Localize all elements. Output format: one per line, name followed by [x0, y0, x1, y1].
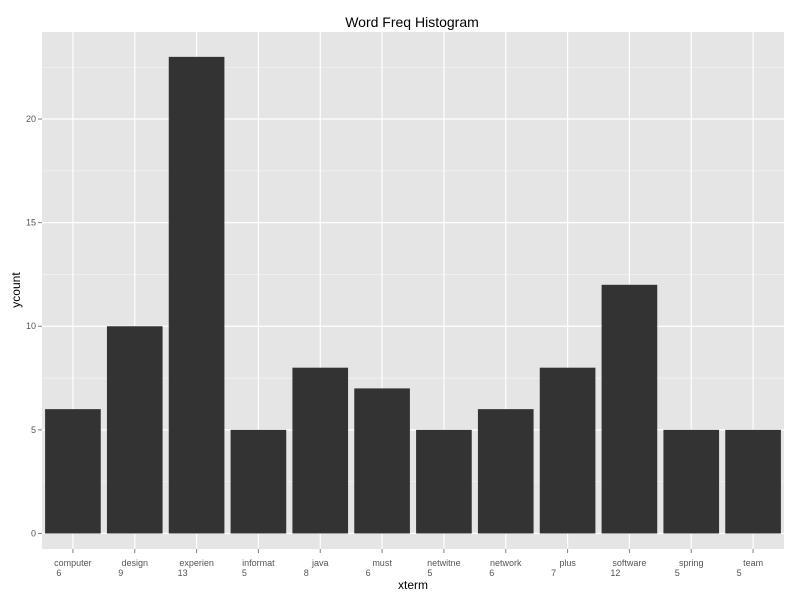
x-tick-label: java 8 [304, 558, 329, 578]
bar-java [292, 367, 349, 534]
bar-computer [45, 409, 101, 534]
chart-title: Word Freq Histogram [345, 14, 479, 30]
x-tick-label: spring 5 [675, 558, 704, 578]
bars [45, 56, 781, 534]
bar-software [601, 284, 658, 534]
bar-informat [230, 429, 287, 534]
y-tick-label: 0 [31, 528, 36, 538]
x-tick-label: netwitne 5 [427, 558, 461, 578]
bar-must [354, 388, 410, 534]
x-axis: computer 6 design 9 experien 13 informat 5 java 8… [54, 549, 763, 578]
x-tick-label: informat 5 [242, 558, 275, 578]
y-tick-label: 10 [26, 321, 36, 331]
x-tick-label: network 6 [489, 558, 522, 578]
y-tick-label: 20 [26, 114, 36, 124]
y-axis: 0 5 10 15 20 [26, 114, 42, 538]
y-tick-label: 5 [31, 425, 36, 435]
x-tick-label: design 9 [118, 558, 148, 578]
bar-design [106, 326, 163, 534]
bar-spring [663, 429, 720, 534]
x-tick-label: experien 13 [178, 558, 214, 578]
y-axis-title: ycount [9, 272, 23, 308]
x-tick-label: must 6 [366, 558, 393, 578]
bar-netwitne [416, 429, 472, 534]
x-tick-label: plus 7 [551, 558, 576, 578]
y-tick-label: 15 [26, 218, 36, 228]
x-axis-title: xterm [398, 578, 428, 592]
x-tick-label: team 5 [737, 558, 764, 578]
x-tick-label: computer 6 [54, 558, 92, 578]
x-tick-label: software 12 [610, 558, 646, 578]
bar-network [477, 409, 534, 534]
bar-experien [168, 56, 225, 534]
bar-plus [539, 367, 596, 534]
bar-team [725, 429, 781, 534]
plot-panel [42, 32, 784, 549]
